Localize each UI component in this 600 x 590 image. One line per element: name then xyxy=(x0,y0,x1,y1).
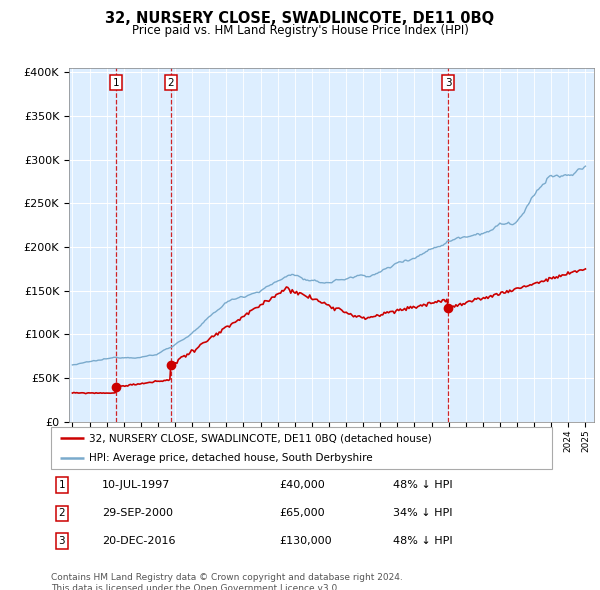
Text: Price paid vs. HM Land Registry's House Price Index (HPI): Price paid vs. HM Land Registry's House … xyxy=(131,24,469,37)
Text: 32, NURSERY CLOSE, SWADLINCOTE, DE11 0BQ: 32, NURSERY CLOSE, SWADLINCOTE, DE11 0BQ xyxy=(106,11,494,25)
Text: HPI: Average price, detached house, South Derbyshire: HPI: Average price, detached house, Sout… xyxy=(89,453,372,463)
Text: 48% ↓ HPI: 48% ↓ HPI xyxy=(393,536,452,546)
Text: £40,000: £40,000 xyxy=(279,480,325,490)
Text: £65,000: £65,000 xyxy=(279,509,325,518)
Text: 2: 2 xyxy=(167,78,174,88)
Text: 29-SEP-2000: 29-SEP-2000 xyxy=(102,509,173,518)
Text: Contains HM Land Registry data © Crown copyright and database right 2024.
This d: Contains HM Land Registry data © Crown c… xyxy=(51,573,403,590)
Text: 3: 3 xyxy=(445,78,451,88)
Text: 34% ↓ HPI: 34% ↓ HPI xyxy=(393,509,452,518)
Text: 10-JUL-1997: 10-JUL-1997 xyxy=(102,480,170,490)
Text: 2: 2 xyxy=(58,509,65,518)
Text: 1: 1 xyxy=(112,78,119,88)
Text: 20-DEC-2016: 20-DEC-2016 xyxy=(102,536,176,546)
Text: 1: 1 xyxy=(58,480,65,490)
Text: 32, NURSERY CLOSE, SWADLINCOTE, DE11 0BQ (detached house): 32, NURSERY CLOSE, SWADLINCOTE, DE11 0BQ… xyxy=(89,433,431,443)
Text: £130,000: £130,000 xyxy=(279,536,332,546)
Text: 3: 3 xyxy=(58,536,65,546)
Text: 48% ↓ HPI: 48% ↓ HPI xyxy=(393,480,452,490)
